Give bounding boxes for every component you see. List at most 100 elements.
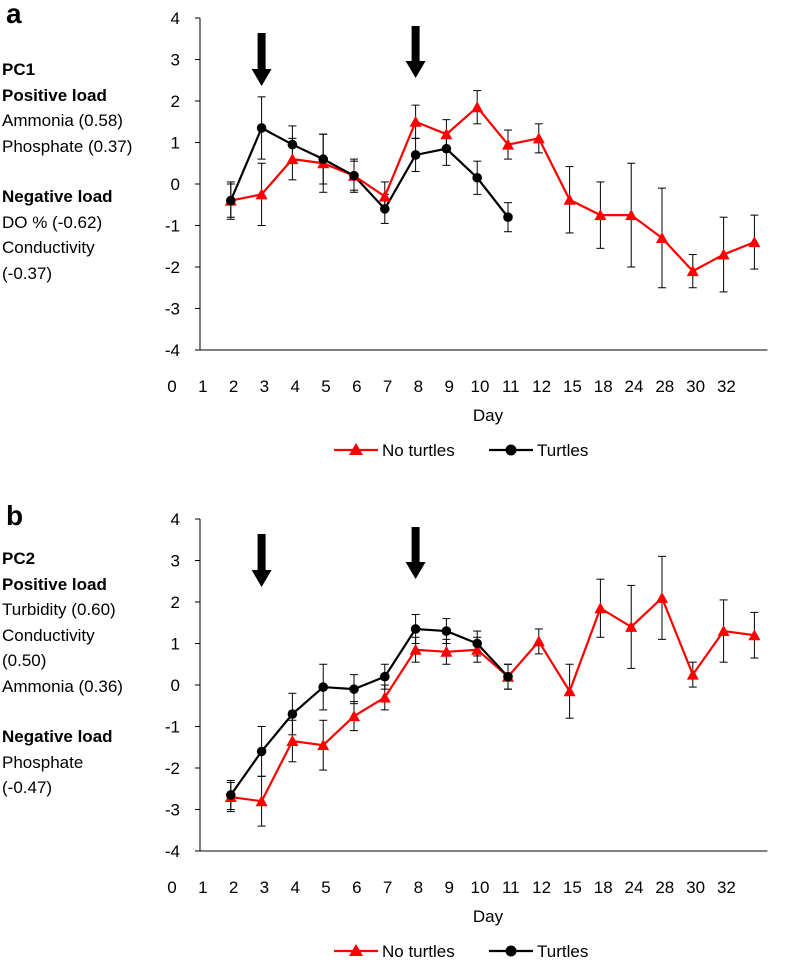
x-tick-label: 7 <box>383 377 392 396</box>
data-point-circle <box>503 671 513 682</box>
loading-item: (0.50) <box>2 651 47 670</box>
y-tick-label: 2 <box>171 92 180 111</box>
loading-item: Phosphate (0.37) <box>2 136 133 156</box>
x-tick-label: 32 <box>717 878 736 897</box>
data-point-triangle <box>748 236 761 248</box>
series-line <box>230 105 755 273</box>
negative-load-title: Negative load <box>2 727 113 746</box>
loading-item: (-0.37) <box>2 263 53 283</box>
pulse-arrow-icon <box>251 33 272 86</box>
data-point-triangle <box>286 153 299 165</box>
x-tick-label: 10 <box>471 878 490 897</box>
x-axis-label: Day <box>473 406 504 425</box>
data-point-circle <box>349 684 359 694</box>
panel-b: b PC2 Positive load Turbidity (0.60) Con… <box>0 500 787 963</box>
data-point-circle <box>226 790 236 800</box>
positive-load-title: Positive load <box>2 85 107 105</box>
y-tick-label: 0 <box>171 175 180 194</box>
data-point-triangle <box>502 138 514 150</box>
x-tick-label: 11 <box>502 878 520 897</box>
data-point-triangle <box>471 643 484 655</box>
legend-label: No turtles <box>382 942 455 961</box>
panel-letter: b <box>6 500 24 531</box>
y-tick-label: 4 <box>171 9 180 28</box>
pc-heading: PC2 <box>2 549 36 568</box>
data-point-triangle <box>409 643 422 655</box>
x-tick-label: 32 <box>717 377 736 396</box>
y-tick-label: -2 <box>165 258 180 277</box>
data-point-circle <box>318 154 329 164</box>
data-point-triangle <box>656 591 668 603</box>
data-point-circle <box>256 123 267 133</box>
data-point-circle <box>226 195 236 206</box>
data-point-triangle <box>625 620 638 632</box>
x-tick-label: 28 <box>655 377 674 396</box>
data-point-triangle <box>255 188 268 200</box>
pc-heading: PC1 <box>2 60 36 79</box>
panel-a: a PC1 Positive load Ammonia (0.58) Phosp… <box>0 0 787 482</box>
negative-load-title: Negative load <box>2 187 113 206</box>
data-point-triangle <box>625 209 638 221</box>
x-tick-label: 30 <box>686 878 705 897</box>
x-tick-label: 8 <box>414 878 423 897</box>
data-point-triangle <box>717 625 730 637</box>
series-line <box>230 595 755 803</box>
series-line <box>229 126 509 218</box>
data-point-circle <box>380 204 390 214</box>
data-point-triangle <box>378 190 391 202</box>
data-point-triangle <box>440 128 453 140</box>
legend-circle-icon <box>505 945 517 957</box>
data-point-triangle <box>471 101 484 113</box>
x-tick-label: 15 <box>563 878 582 897</box>
legend-label: No turtles <box>382 441 455 460</box>
legend-circle-icon <box>505 444 517 456</box>
data-point-triangle <box>255 795 268 807</box>
x-tick-label: 2 <box>229 377 238 396</box>
loadings-text: PC1 Positive load Ammonia (0.58) Phospha… <box>2 57 132 286</box>
data-point-triangle <box>717 248 730 260</box>
data-point-triangle <box>440 645 453 657</box>
loading-item: (-0.47) <box>2 778 53 797</box>
loading-item: Ammonia (0.58) <box>2 111 123 130</box>
data-point-circle <box>318 682 329 692</box>
x-tick-label: 1 <box>198 878 207 897</box>
data-point-circle <box>349 170 359 181</box>
x-tick-label: 3 <box>260 878 269 897</box>
data-point-circle <box>410 624 421 634</box>
y-tick-label: -1 <box>165 718 180 737</box>
data-point-triangle <box>594 602 607 614</box>
y-tick-label: -1 <box>165 217 180 236</box>
x-tick-label: 28 <box>655 878 674 897</box>
y-tick-label: 4 <box>171 510 180 529</box>
x-tick-label: 18 <box>594 377 613 396</box>
data-point-triangle <box>748 629 761 641</box>
x-tick-label: 5 <box>321 878 330 897</box>
pulse-arrow-icon <box>405 527 426 579</box>
data-point-triangle <box>378 691 391 703</box>
pulse-arrow-icon <box>251 534 272 587</box>
data-point-triangle <box>594 209 607 221</box>
positive-load-title: Positive load <box>2 574 107 594</box>
pulse-arrow-icon <box>405 26 426 78</box>
series-line <box>229 627 509 796</box>
legend-label: Turtles <box>537 441 588 460</box>
panel-letter: a <box>6 0 22 29</box>
data-point-circle <box>441 143 452 154</box>
data-point-triangle <box>409 115 422 127</box>
y-tick-label: -2 <box>165 759 180 778</box>
data-point-circle <box>472 638 483 649</box>
data-point-triangle <box>686 668 699 680</box>
data-point-triangle <box>656 231 668 243</box>
data-point-triangle <box>686 265 699 277</box>
x-tick-label: 4 <box>290 377 299 396</box>
y-tick-label: 1 <box>171 635 180 654</box>
loading-item: Ammonia (0.36) <box>2 676 123 696</box>
x-tick-label: 12 <box>532 377 551 396</box>
x-tick-label: 24 <box>625 878 644 897</box>
x-tick-label: 6 <box>352 878 361 897</box>
y-tick-label: 3 <box>171 552 180 571</box>
loading-item: DO % (-0.62) <box>2 212 103 232</box>
x-tick-label: 11 <box>502 377 520 396</box>
